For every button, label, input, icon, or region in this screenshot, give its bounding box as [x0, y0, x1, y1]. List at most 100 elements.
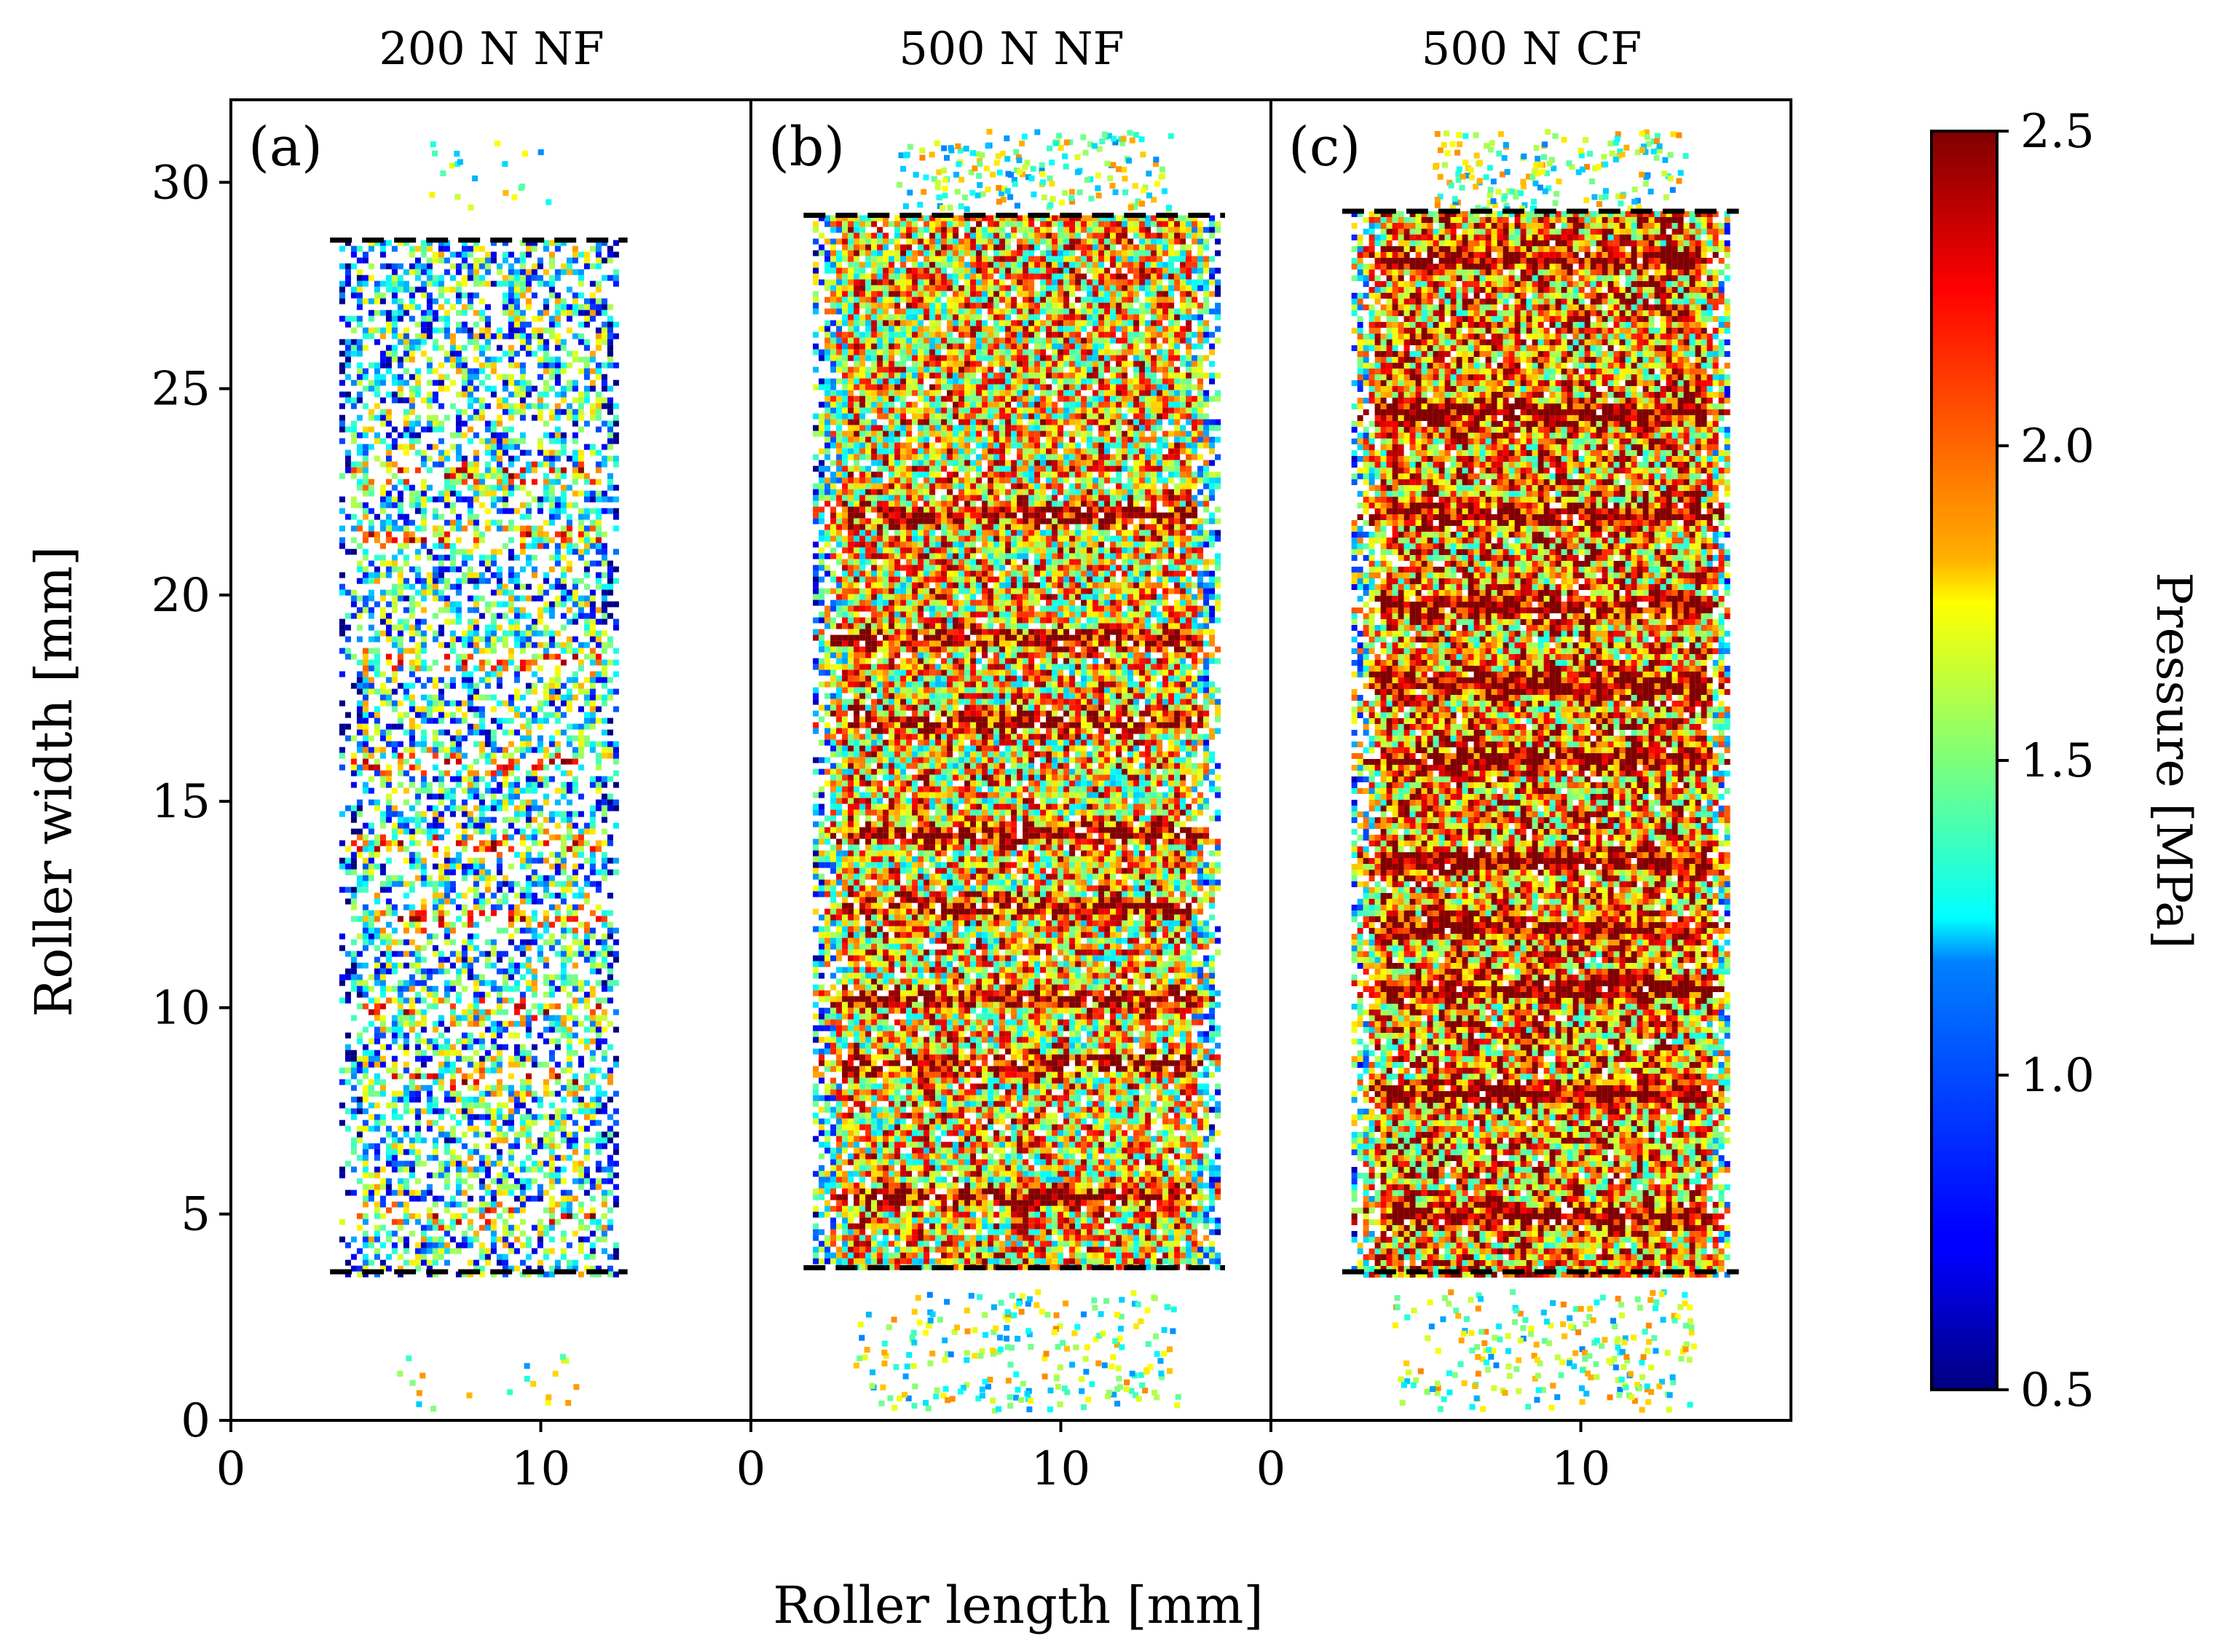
heatmap-cell [385, 1207, 392, 1214]
heatmap-cell [356, 677, 363, 683]
heatmap-cell [601, 1055, 607, 1062]
heatmap-cell [519, 251, 526, 258]
heatmap-cell [479, 1055, 485, 1062]
heatmap-cell [554, 787, 561, 794]
heatmap-cell [531, 828, 537, 835]
heatmap-cell [537, 333, 543, 339]
heatmap-cell [589, 263, 596, 270]
heatmap-cell [1192, 227, 1198, 233]
heatmap-cell [519, 1131, 526, 1138]
heatmap-cell [502, 490, 508, 497]
heatmap-cell [502, 479, 508, 485]
heatmap-cell [537, 618, 543, 625]
heatmap-cell [339, 624, 345, 631]
heatmap-cell [344, 449, 351, 456]
heatmap-cell [537, 327, 543, 334]
heatmap-cell [583, 1137, 590, 1144]
heatmap-cell [455, 974, 462, 980]
heatmap-cell [473, 776, 479, 782]
heatmap-cell [467, 1055, 473, 1062]
heatmap-cell [385, 362, 392, 369]
heatmap-cell [397, 636, 403, 642]
heatmap-cell [368, 426, 374, 433]
heatmap-cell [531, 787, 537, 794]
heatmap-cell [578, 1201, 584, 1208]
heatmap-cell [595, 787, 602, 794]
heatmap-cell [1151, 232, 1157, 239]
heatmap-cell [374, 1254, 380, 1260]
heatmap-cell [613, 601, 619, 607]
heatmap-cell [426, 484, 433, 491]
heatmap-cell [548, 1003, 555, 1010]
heatmap-cell [513, 438, 520, 444]
heatmap-cell [508, 910, 514, 916]
heatmap-cell [374, 688, 380, 695]
heatmap-cell [403, 1184, 409, 1190]
heatmap-cell [543, 607, 549, 613]
heatmap-cell [548, 863, 555, 870]
heatmap-cell [420, 1195, 427, 1202]
heatmap-cell [391, 811, 398, 817]
heatmap-cell [362, 257, 369, 264]
heatmap-cell [502, 275, 508, 281]
heatmap-cell [438, 729, 444, 736]
heatmap-cell [601, 1178, 607, 1184]
heatmap-cell [339, 403, 345, 409]
heatmap-cell [595, 467, 602, 473]
heatmap-cell [479, 1242, 485, 1248]
heatmap-cell [496, 1114, 503, 1120]
heatmap-cell [397, 1137, 403, 1144]
heatmap-cell [362, 933, 369, 940]
heatmap-cell [502, 601, 508, 607]
heatmap-cell [397, 1371, 403, 1377]
heatmap-cell [537, 1096, 543, 1103]
heatmap-cell [502, 1009, 508, 1015]
heatmap-cell [548, 834, 555, 841]
heatmap-cell [543, 543, 549, 549]
heatmap-cell [566, 741, 572, 747]
heatmap-cell [449, 1224, 456, 1231]
heatmap-cell [537, 1236, 543, 1243]
heatmap-cell [583, 315, 590, 322]
heatmap-cell [409, 1108, 415, 1114]
heatmap-cell [368, 776, 374, 782]
heatmap-cell [479, 822, 485, 829]
heatmap-cell [379, 927, 386, 934]
heatmap-cell [560, 980, 567, 986]
heatmap-cell [455, 1189, 462, 1196]
heatmap-cell [467, 578, 473, 584]
heatmap-cell [339, 886, 345, 893]
heatmap-cell [496, 1213, 503, 1219]
heatmap-cell [543, 980, 549, 986]
heatmap-panel-b [813, 128, 1221, 1414]
heatmap-cell [391, 601, 398, 607]
heatmap-cell [368, 1259, 374, 1266]
heatmap-cell [473, 770, 479, 776]
heatmap-cell [554, 951, 561, 957]
heatmap-cell [397, 1015, 403, 1021]
heatmap-cell [519, 374, 526, 380]
heatmap-cell [444, 881, 450, 887]
heatmap-cell [613, 1184, 619, 1190]
heatmap-cell [508, 350, 514, 357]
heatmap-cell [374, 438, 380, 444]
heatmap-cell [444, 356, 450, 363]
heatmap-cell [403, 1102, 409, 1109]
heatmap-cell [508, 752, 514, 759]
heatmap-cell [601, 403, 607, 409]
heatmap-cell [385, 805, 392, 811]
heatmap-cell [508, 391, 514, 398]
heatmap-cell [508, 519, 514, 526]
heatmap-cell [479, 1248, 485, 1254]
heatmap-cell [519, 1003, 526, 1010]
heatmap-cell [525, 688, 532, 695]
heatmap-cell [444, 595, 450, 602]
heatmap-cell [379, 613, 386, 619]
heatmap-cell [414, 467, 421, 473]
heatmap-cell [484, 461, 491, 468]
heatmap-cell [356, 315, 363, 322]
heatmap-cell [507, 1389, 513, 1396]
heatmap-cell [572, 333, 578, 339]
heatmap-cell [438, 1254, 444, 1260]
heatmap-cell [583, 514, 590, 520]
